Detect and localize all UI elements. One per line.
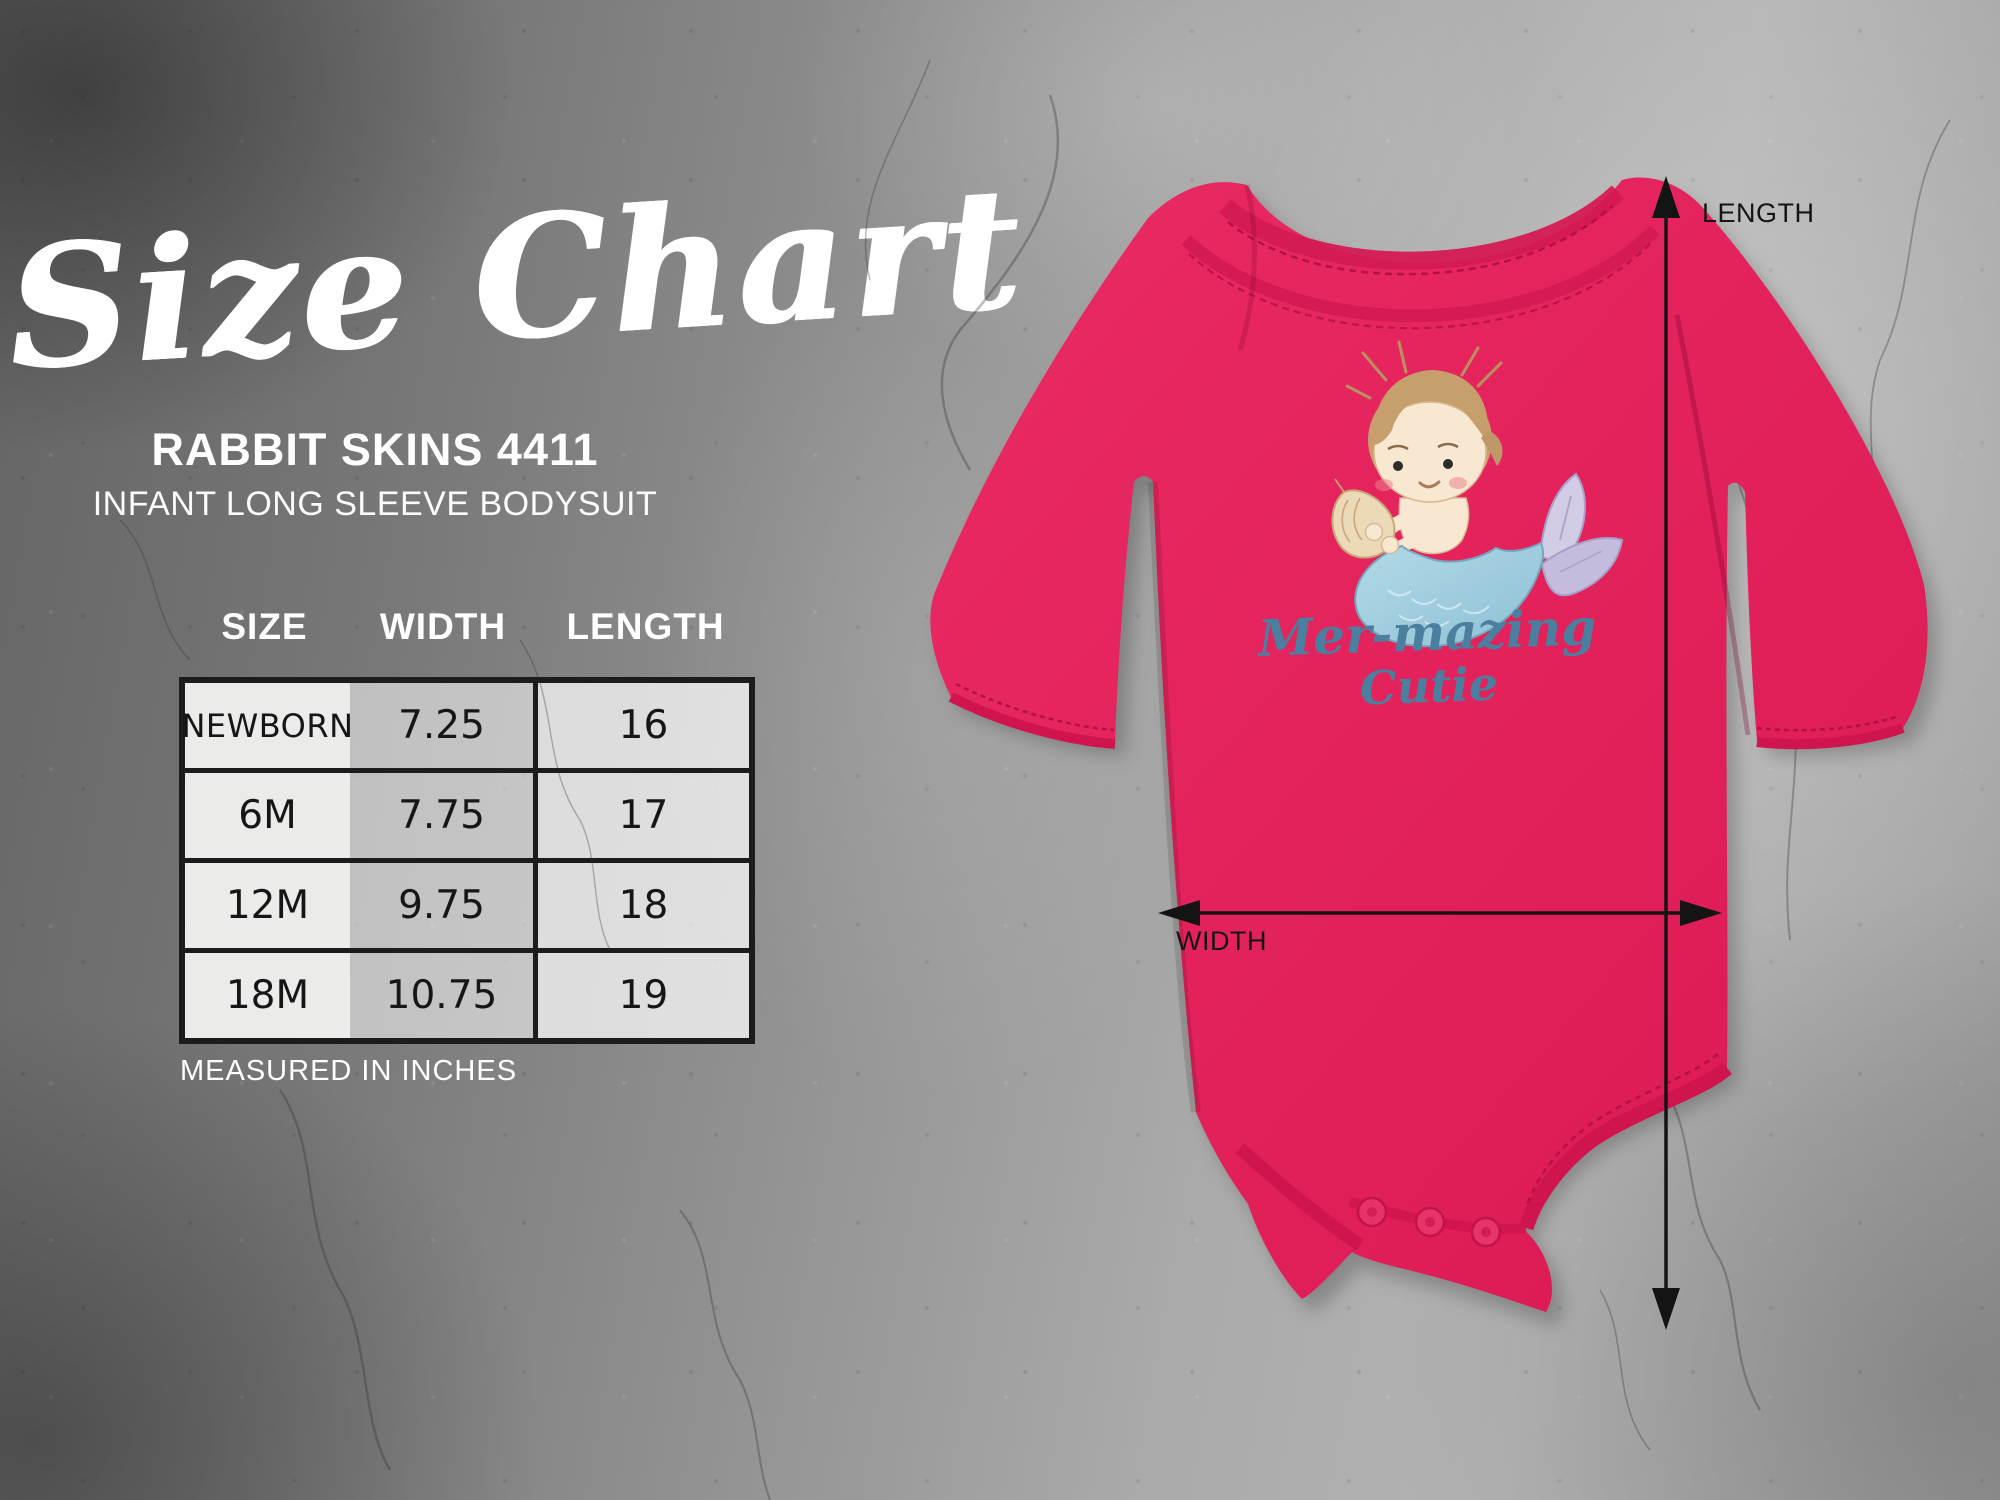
- width-arrow: [1158, 900, 1722, 926]
- product-type: INFANT LONG SLEEVE BODYSUIT: [92, 485, 658, 523]
- fabric-creases: [1148, 184, 1751, 1113]
- sleeve-cuffs: [948, 682, 1905, 750]
- length-cell: 16: [533, 683, 749, 768]
- length-arrow: [1652, 176, 1680, 1330]
- length-cell: 18: [533, 863, 749, 948]
- print-text-line1: Mer-mazing: [1255, 597, 1597, 668]
- column-header-size: SIZE: [221, 606, 308, 647]
- table-row: 18M 10.75 19: [185, 953, 749, 1038]
- bodysuit: [930, 177, 1928, 1312]
- size-cell: NEWBORN: [181, 683, 353, 768]
- mermaid-print: Mer-mazing Cutie: [1255, 340, 1624, 716]
- width-cell: 7.25: [350, 683, 533, 768]
- width-label: WIDTH: [1176, 926, 1267, 956]
- size-cell: 18M: [185, 953, 350, 1038]
- width-cell: 10.75: [350, 953, 533, 1038]
- size-cell: 12M: [185, 863, 350, 948]
- width-cell: 7.75: [350, 773, 533, 858]
- neckline-trim: [1181, 185, 1660, 330]
- product-name: RABBIT SKINS 4411: [151, 424, 599, 475]
- print-text-line2: Cutie: [1359, 657, 1499, 716]
- length-label: LENGTH: [1702, 198, 1815, 228]
- units-note: MEASURED IN INCHES: [180, 1055, 518, 1087]
- product-heading: RABBIT SKINS 4411 INFANT LONG SLEEVE BOD…: [70, 424, 680, 524]
- hair-strands: [1345, 340, 1503, 400]
- column-header-length: LENGTH: [566, 606, 725, 647]
- width-cell: 9.75: [350, 863, 533, 948]
- tail-scales: [1387, 589, 1490, 628]
- size-table: NEWBORN 7.25 16 6M 7.75 17 12M 9.75 18 1…: [179, 677, 755, 1044]
- length-cell: 17: [533, 773, 749, 858]
- size-table-headers: SIZE WIDTH LENGTH: [179, 598, 755, 656]
- table-row: 12M 9.75 18: [185, 863, 749, 953]
- table-row: NEWBORN 7.25 16: [181, 683, 749, 773]
- size-cell: 6M: [185, 773, 350, 858]
- column-header-width: WIDTH: [379, 606, 507, 647]
- snap-closures: [1356, 1196, 1502, 1248]
- length-cell: 19: [533, 953, 749, 1038]
- table-row: 6M 7.75 17: [185, 773, 749, 863]
